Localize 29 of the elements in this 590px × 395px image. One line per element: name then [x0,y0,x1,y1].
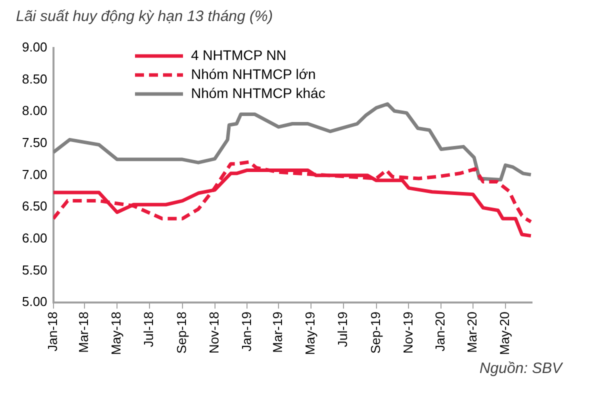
x-tick-label: Mar-19 [270,312,286,353]
y-tick-label: 5.50 [22,262,48,278]
x-tick-label: May-20 [497,312,512,356]
x-tick-label: Mar-20 [464,312,480,353]
x-tick-label: Jul-19 [334,312,350,348]
x-tick-label: Mar-18 [76,312,92,353]
chart-title: Lãi suất huy động kỳ hạn 13 tháng (%) [16,8,273,26]
x-tick-label: Jul-18 [141,312,156,348]
y-tick-label: 8.50 [22,71,48,86]
y-tick-label: 7.50 [22,135,48,150]
x-tick-label: Sep-18 [174,312,189,354]
y-tick-label: 6.50 [22,198,48,214]
x-tick-label: May-19 [302,312,318,356]
y-tick-label: 8.00 [22,103,48,118]
y-tick-label: 7.00 [22,166,48,182]
legend-label: Nhóm NHTMCP lớn [191,65,316,84]
x-tick-label: Jan-20 [432,312,448,352]
legend-label: Nhóm NHTMCP khác [191,84,326,103]
x-tick-label: Jan-18 [44,312,60,352]
y-tick-label: 6.00 [22,230,48,246]
x-tick-label: Sep-19 [368,312,383,354]
x-tick-label: Jan-19 [238,312,254,352]
x-tick-label: Nov-18 [206,312,222,354]
x-tick-label: Nov-19 [400,312,416,354]
y-tick-label: 5.00 [22,294,48,310]
legend-label: 4 NHTMCP NN [191,46,286,65]
y-tick-label: 9.00 [22,40,48,55]
text: Nguồn: SBV [479,360,562,377]
x-tick-label: May-18 [108,312,124,356]
